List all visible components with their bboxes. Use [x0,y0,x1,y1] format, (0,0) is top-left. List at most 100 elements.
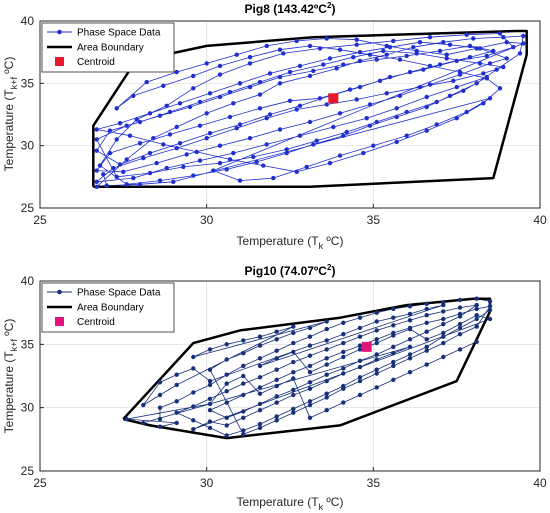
data-point [521,33,526,39]
data-point [517,51,523,56]
data-point [411,45,416,50]
data-point [407,352,413,357]
data-point [391,333,396,338]
data-point [404,53,409,59]
data-point [491,48,496,54]
data-point [224,372,229,377]
data-point [367,102,373,107]
data-point [334,66,339,71]
data-point [291,392,296,398]
legend-item-phase-space: Phase Space Data [77,288,161,299]
data-point [291,406,296,412]
data-point [114,137,119,142]
data-point [357,84,363,90]
data-point [457,311,463,317]
data-point [461,88,466,94]
data-point [274,337,279,342]
data-point [344,129,349,135]
area-boundary-line [92,29,528,189]
data-point [264,116,269,121]
data-point [107,150,113,156]
data-point [264,43,269,49]
data-point [274,383,279,389]
data-point [174,146,179,151]
data-point [157,178,163,183]
data-point [291,340,296,346]
data-point [347,87,353,92]
data-point [361,150,366,156]
data-point [424,337,429,342]
data-point [357,364,363,370]
legend-centroid-marker [55,57,64,66]
data-point [341,332,346,337]
data-point [424,301,429,306]
data-point [237,81,243,86]
data-point [251,154,256,160]
data-point [424,362,429,367]
data-point [374,367,379,372]
plot-border [39,280,541,472]
data-point [134,117,139,122]
data-point [147,170,153,176]
data-point [474,302,479,308]
data-point [357,347,363,352]
data-point [374,337,379,342]
data-point [194,149,199,155]
data-point [374,352,379,357]
data-point [204,61,209,66]
data-point [424,344,429,350]
data-point [391,351,396,356]
data-point [404,109,409,115]
data-point [117,121,123,126]
data-point [124,416,129,422]
data-point [217,143,223,148]
data-point [257,385,263,390]
data-point [191,354,196,360]
data-point [387,74,393,80]
data-point [377,78,383,84]
data-point [351,55,356,60]
data-point [381,48,386,54]
data-point [324,102,329,107]
data-point [147,150,153,156]
data-point [474,306,479,312]
y-axis-label: Temperature (Tk+f ºC) [2,319,19,434]
legend-item-boundary: Area Boundary [77,43,144,54]
data-point [357,325,363,331]
data-point [391,306,396,312]
data-point [104,183,109,188]
data-point [257,375,263,380]
data-point [444,56,449,61]
data-point [324,338,329,343]
data-point [174,382,179,388]
data-point [207,396,213,401]
data-point [341,371,346,376]
x-tick-label: 30 [200,213,214,227]
data-point [191,366,196,371]
data-point [457,69,463,75]
data-point [114,174,119,179]
data-point [124,157,129,162]
data-point [354,42,359,47]
data-point [207,347,213,352]
data-point [331,124,336,130]
data-point [304,164,309,170]
data-point [374,57,379,62]
data-point [291,324,296,329]
data-point [307,386,313,391]
data-point [341,320,346,325]
data-point [341,62,346,67]
data-point [207,378,213,384]
y-tick-label: 25 [21,201,35,215]
data-point [187,104,193,110]
x-tick-label: 25 [33,213,47,227]
data-point [391,315,396,320]
data-point [274,394,279,399]
data-layer [122,296,493,440]
data-point [307,119,313,125]
data-point [341,400,346,405]
data-point [477,46,483,51]
data-point [324,319,329,324]
data-point [457,321,463,327]
data-point [204,111,209,116]
